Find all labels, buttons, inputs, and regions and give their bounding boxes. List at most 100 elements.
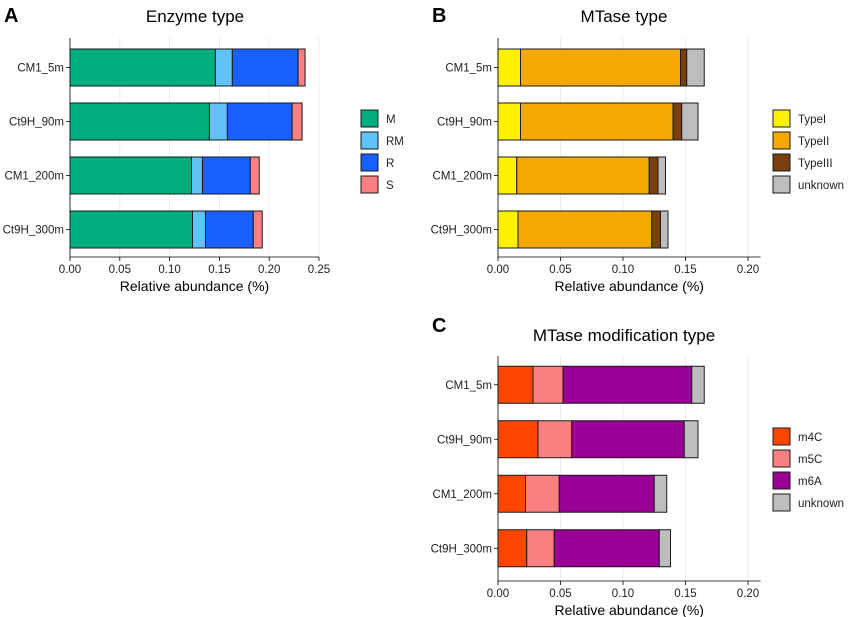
bar-typei-ct9h_90m [497,102,521,141]
legend: TypeI TypeII TypeIII unknown [772,109,844,194]
bar-typeiii-ct9h_300m [651,210,661,249]
bar-typeii-ct9h_300m [517,210,653,249]
legend-label: TypeIII [798,158,833,170]
chart-title: MTase modification type [533,326,715,345]
legend-key-rm [360,131,379,150]
legend-label: m6A [798,476,822,488]
bar-m-ct9h_90m [69,102,210,141]
bar-m-cm1_5m [69,48,216,87]
y-tick-label: Ct9H_90m [437,117,492,129]
bar-unknown-cm1_5m [691,365,705,404]
y-tick-label: Ct9H_90m [437,434,492,446]
bar-unknown-cm1_200m [657,156,666,195]
x-tick-label: 0.20 [258,264,280,276]
y-tick-label: Ct9H_300m [431,225,492,237]
legend: M RM RS [360,109,404,194]
bar-unknown-cm1_5m [686,48,705,87]
bar-s-cm1_5m [297,48,306,87]
bar-unknown-cm1_200m [653,474,668,513]
bar-m5c-cm1_200m [525,474,560,513]
bar-typeii-cm1_5m [520,48,681,87]
chart-panel-a: CM1_5m Ct9H_90m CM1_200m Ct9H_300m 0.00 0.05 0… [3,5,404,294]
bar-typei-cm1_200m [497,156,518,195]
legend-key-m6a [772,471,791,490]
legend-key-m5c [772,449,791,468]
x-tick-label: 0.15 [674,588,696,600]
bar-m4c-cm1_200m [497,474,526,513]
x-tick-label: 0.10 [612,264,634,276]
bar-r-ct9h_300m [204,210,254,249]
y-tick-label: CM1_200m [433,171,492,183]
panel-label: C [432,315,446,337]
bar-typeiii-cm1_5m [680,48,688,87]
x-tick-label: 0.20 [737,588,759,600]
legend-key-unknown [772,175,791,194]
y-tick-label: Ct9H_300m [3,225,64,237]
bar-m-cm1_200m [69,156,193,195]
bar-r-ct9h_90m [226,102,293,141]
x-axis-label: Relative abundance (%) [555,278,704,294]
bar-typeii-ct9h_90m [520,102,674,141]
bar-m4c-ct9h_300m [497,529,528,568]
bar-rm-ct9h_90m [208,102,228,141]
x-tick-label: 0.05 [109,264,131,276]
bar-r-cm1_5m [231,48,299,87]
bar-m4c-cm1_5m [497,365,534,404]
x-axis-label: Relative abundance (%) [120,278,269,294]
chart-title: MTase type [581,7,668,26]
x-tick-label: 0.20 [737,264,759,276]
bar-typeii-cm1_200m [516,156,650,195]
y-tick-label: Ct9H_90m [9,117,64,129]
chart-title: Enzyme type [146,7,244,26]
bar-typei-ct9h_300m [497,210,519,249]
bar-m-ct9h_300m [69,210,194,249]
legend-label: unknown [798,498,844,510]
x-tick-label: 0.15 [208,264,230,276]
bar-unknown-ct9h_300m [658,529,671,568]
bar-m6a-cm1_5m [562,365,693,404]
y-tick-label: CM1_5m [445,63,492,75]
legend-label: M [386,114,396,126]
legend-label: TypeI [798,114,826,126]
bar-typeiii-cm1_200m [648,156,659,195]
legend: m4C m5C m6A unknown [772,427,844,512]
x-tick-label: 0.00 [59,264,81,276]
legend-label: unknown [798,180,844,192]
x-tick-label: 0.00 [487,588,509,600]
legend-key-typeiii [772,153,791,172]
bar-unknown-ct9h_300m [660,210,669,249]
bar-m5c-ct9h_300m [526,529,555,568]
legend-key-typei [772,109,791,128]
x-axis-label: Relative abundance (%) [555,602,704,617]
bar-rm-cm1_200m [191,156,203,195]
y-tick-label: CM1_200m [433,489,492,501]
legend-key-m4c [772,427,791,446]
bar-unknown-ct9h_90m [681,102,699,141]
bar-unknown-ct9h_90m [683,420,699,459]
bar-m6a-ct9h_90m [571,420,685,459]
legend-label: S [386,180,394,192]
y-tick-label: CM1_5m [17,63,64,75]
y-tick-label: CM1_5m [445,380,492,392]
bar-rm-ct9h_300m [192,210,206,249]
panel-label: A [4,5,18,27]
y-tick-label: Ct9H_300m [431,543,492,555]
legend-key-m [360,109,379,128]
legend-key-typeii [772,131,791,150]
bar-m5c-cm1_5m [532,365,564,404]
bar-typei-cm1_5m [497,48,521,87]
legend-key-unknown [772,493,791,512]
bar-r-cm1_200m [201,156,251,195]
legend-label: m4C [798,432,822,444]
bar-m6a-cm1_200m [558,474,655,513]
legend-label: m5C [798,454,822,466]
x-tick-label: 0.15 [674,264,696,276]
x-tick-label: 0.05 [549,264,571,276]
x-tick-label: 0.05 [549,588,571,600]
x-tick-label: 0.25 [308,264,330,276]
bar-m4c-ct9h_90m [497,420,539,459]
bar-m5c-ct9h_90m [537,420,573,459]
x-tick-label: 0.10 [158,264,180,276]
x-tick-label: 0.10 [612,588,634,600]
